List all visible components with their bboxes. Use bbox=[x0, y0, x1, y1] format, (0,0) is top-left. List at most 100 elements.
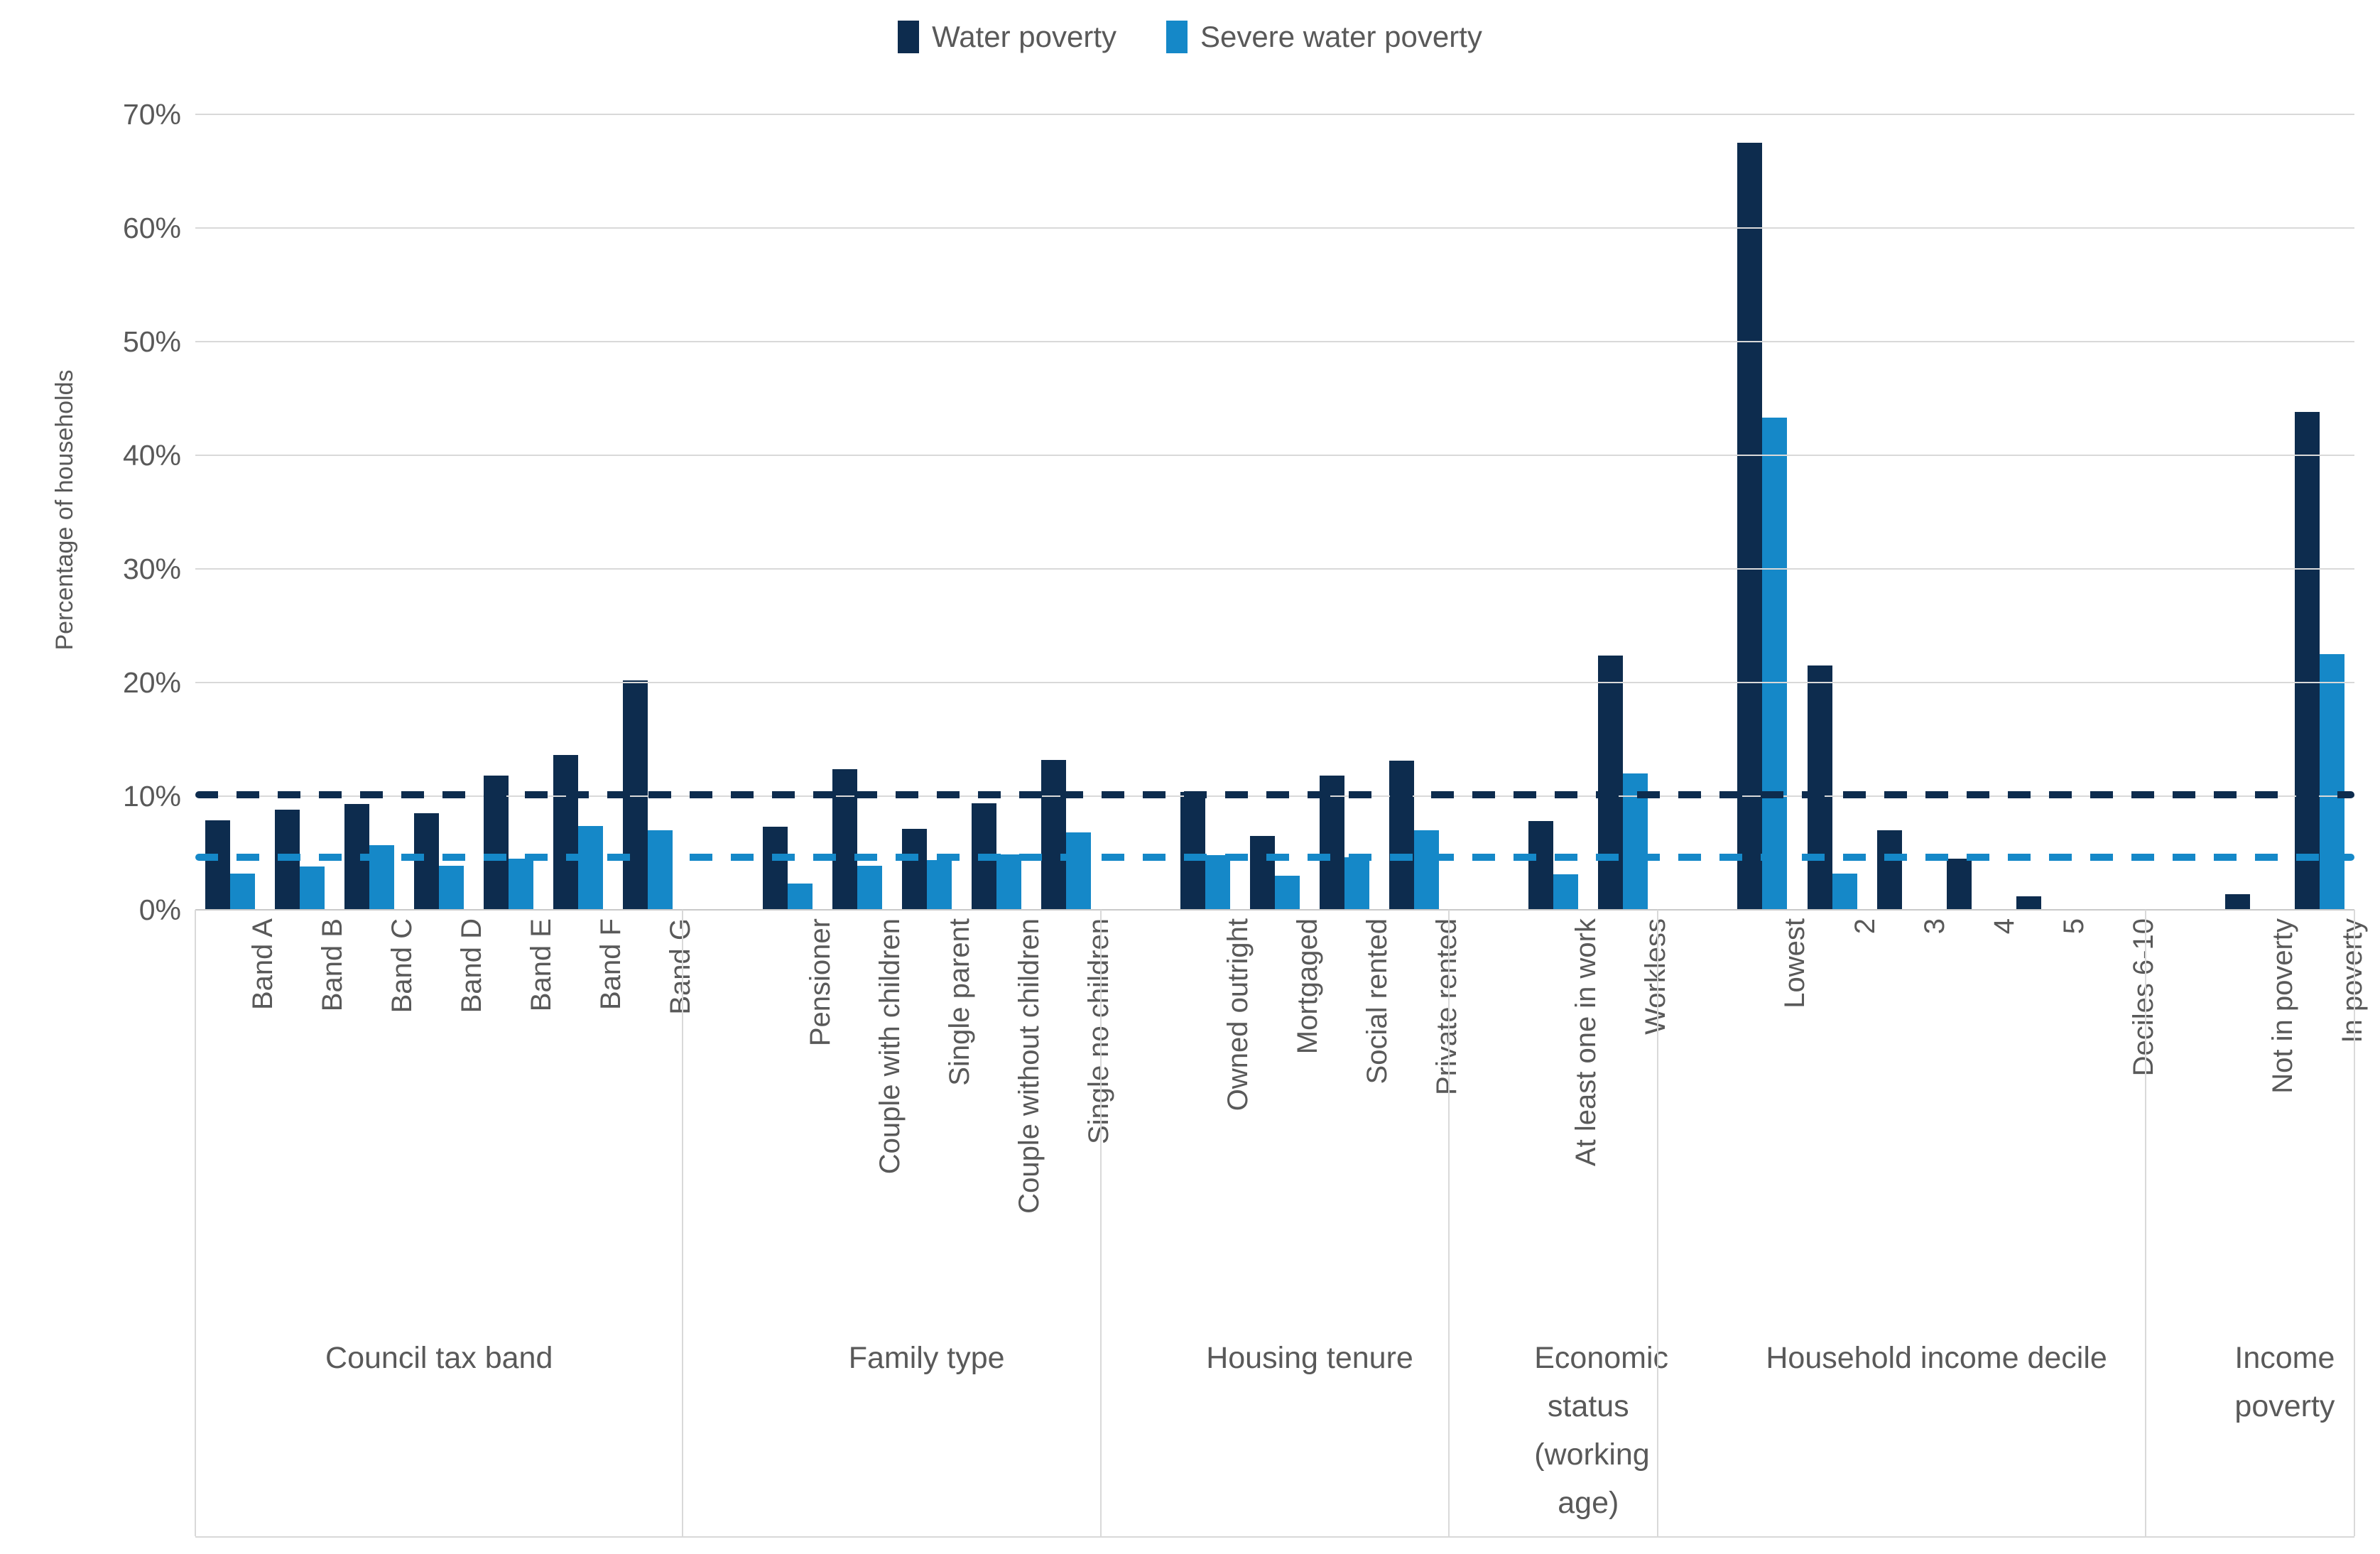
category-label: Band F bbox=[595, 918, 627, 1010]
category-label: 4 bbox=[1988, 918, 2020, 935]
bar-severe-water-poverty bbox=[578, 825, 604, 910]
group-box-border bbox=[2354, 910, 2355, 1536]
bar-water-poverty bbox=[1737, 143, 1763, 910]
category-label: Band A bbox=[247, 918, 279, 1011]
category-label: Pensioner bbox=[804, 918, 836, 1047]
legend-item-severe-water-poverty: Severe water poverty bbox=[1166, 20, 1482, 54]
bar-water-poverty bbox=[832, 768, 857, 910]
bar-severe-water-poverty bbox=[1344, 857, 1370, 910]
group-box-border bbox=[1099, 910, 1102, 1536]
bar-water-poverty bbox=[1528, 821, 1554, 910]
category-label: Social rented bbox=[1362, 918, 1393, 1085]
group-box-border bbox=[2144, 910, 2146, 1536]
bar-severe-water-poverty bbox=[1065, 832, 1091, 910]
bar-water-poverty bbox=[1250, 836, 1275, 910]
legend-label: Severe water poverty bbox=[1200, 20, 1482, 53]
bar-severe-water-poverty bbox=[230, 873, 256, 910]
chart-legend: Water poverty Severe water poverty bbox=[0, 16, 2380, 58]
gridline bbox=[195, 682, 2354, 683]
group-label: Housing tenure bbox=[1206, 1341, 1413, 1375]
bar-water-poverty bbox=[1598, 655, 1624, 910]
category-label: Band D bbox=[456, 918, 488, 1014]
bar-water-poverty bbox=[1180, 791, 1205, 910]
category-label: Band C bbox=[386, 918, 418, 1014]
gridline bbox=[195, 227, 2354, 229]
bar-severe-water-poverty bbox=[996, 854, 1021, 910]
bar-severe-water-poverty bbox=[439, 865, 464, 910]
y-axis-tick-label: 20% bbox=[122, 666, 181, 699]
category-label: In poverty bbox=[2336, 918, 2368, 1043]
bar-water-poverty bbox=[2294, 412, 2320, 910]
bar-severe-water-poverty bbox=[300, 866, 325, 910]
y-axis-tick-label: 0% bbox=[138, 893, 181, 926]
group-label: Household income decile bbox=[1766, 1341, 2107, 1375]
category-label: Owned outright bbox=[1222, 918, 1254, 1112]
y-axis-tick-label: 50% bbox=[122, 325, 181, 358]
bar-water-poverty bbox=[1389, 761, 1415, 910]
group-box-border bbox=[1657, 910, 1659, 1536]
category-label: At least one in work bbox=[1570, 918, 1602, 1167]
group-box-border bbox=[195, 910, 196, 1536]
bar-water-poverty bbox=[1946, 859, 1972, 910]
category-label: Lowest bbox=[1779, 918, 1811, 1009]
category-label: Mortgaged bbox=[1292, 918, 1323, 1055]
category-label: Band B bbox=[317, 918, 349, 1012]
bar-water-poverty bbox=[553, 755, 579, 910]
bar-water-poverty bbox=[901, 829, 927, 910]
bar-severe-water-poverty bbox=[509, 859, 534, 910]
bar-water-poverty bbox=[1807, 665, 1832, 910]
y-axis-tick-label: 10% bbox=[122, 780, 181, 813]
group-label: Council tax band bbox=[325, 1341, 553, 1375]
legend-label: Water poverty bbox=[932, 20, 1116, 53]
bar-severe-water-poverty bbox=[787, 884, 813, 910]
group-box-border bbox=[682, 910, 684, 1536]
bar-severe-water-poverty bbox=[2319, 654, 2344, 910]
gridline bbox=[195, 341, 2354, 342]
ref-line-severe-water-poverty-average bbox=[195, 854, 2354, 862]
bar-severe-water-poverty bbox=[1553, 874, 1579, 910]
category-label: 3 bbox=[1918, 918, 1950, 935]
bar-water-poverty bbox=[2016, 896, 2041, 910]
group-box-border bbox=[1448, 910, 1450, 1536]
group-label: Family type bbox=[848, 1341, 1005, 1375]
bar-severe-water-poverty bbox=[648, 830, 673, 910]
category-label: Private rented bbox=[1431, 918, 1463, 1096]
bar-water-poverty bbox=[205, 820, 231, 910]
category-label: Deciles 6-10 bbox=[2127, 918, 2159, 1077]
category-label: Not in poverty bbox=[2266, 918, 2298, 1094]
y-axis-tick-label: 60% bbox=[122, 212, 181, 244]
bar-severe-water-poverty bbox=[1762, 418, 1788, 910]
y-axis-tick-label: 70% bbox=[122, 98, 181, 131]
y-axis-tick-label: 30% bbox=[122, 553, 181, 585]
category-label: Single parent bbox=[943, 918, 975, 1086]
category-label: Band G bbox=[665, 918, 697, 1015]
group-label: Income poverty bbox=[2234, 1341, 2335, 1423]
group-box-bottom-border bbox=[195, 1536, 2354, 1538]
bar-water-poverty bbox=[414, 813, 440, 910]
bar-severe-water-poverty bbox=[1832, 873, 1857, 910]
bar-severe-water-poverty bbox=[1205, 855, 1230, 910]
gridline bbox=[195, 114, 2354, 115]
x-axis-line bbox=[195, 909, 2354, 911]
category-label: Single no children bbox=[1082, 918, 1114, 1144]
legend-item-water-poverty: Water poverty bbox=[898, 20, 1116, 54]
bar-severe-water-poverty bbox=[857, 865, 882, 910]
gridline bbox=[195, 568, 2354, 570]
ref-line-water-poverty-average bbox=[195, 791, 2354, 799]
bar-water-poverty bbox=[762, 827, 788, 910]
bar-water-poverty bbox=[1876, 830, 1902, 910]
category-label: Couple with children bbox=[874, 918, 906, 1175]
category-label: 2 bbox=[1849, 918, 1881, 935]
gridline bbox=[195, 455, 2354, 456]
group-label: Economic status (working age) bbox=[1534, 1341, 1669, 1520]
bar-water-poverty bbox=[1040, 759, 1066, 910]
bar-severe-water-poverty bbox=[926, 859, 952, 910]
category-label: 5 bbox=[2058, 918, 2090, 935]
category-label: Band E bbox=[526, 918, 558, 1012]
bar-water-poverty bbox=[2224, 893, 2250, 910]
y-axis-tick-label: 40% bbox=[122, 439, 181, 472]
category-label: Couple without children bbox=[1013, 918, 1045, 1214]
water-poverty-swatch-icon bbox=[898, 21, 920, 53]
severe-water-poverty-swatch-icon bbox=[1166, 21, 1188, 53]
